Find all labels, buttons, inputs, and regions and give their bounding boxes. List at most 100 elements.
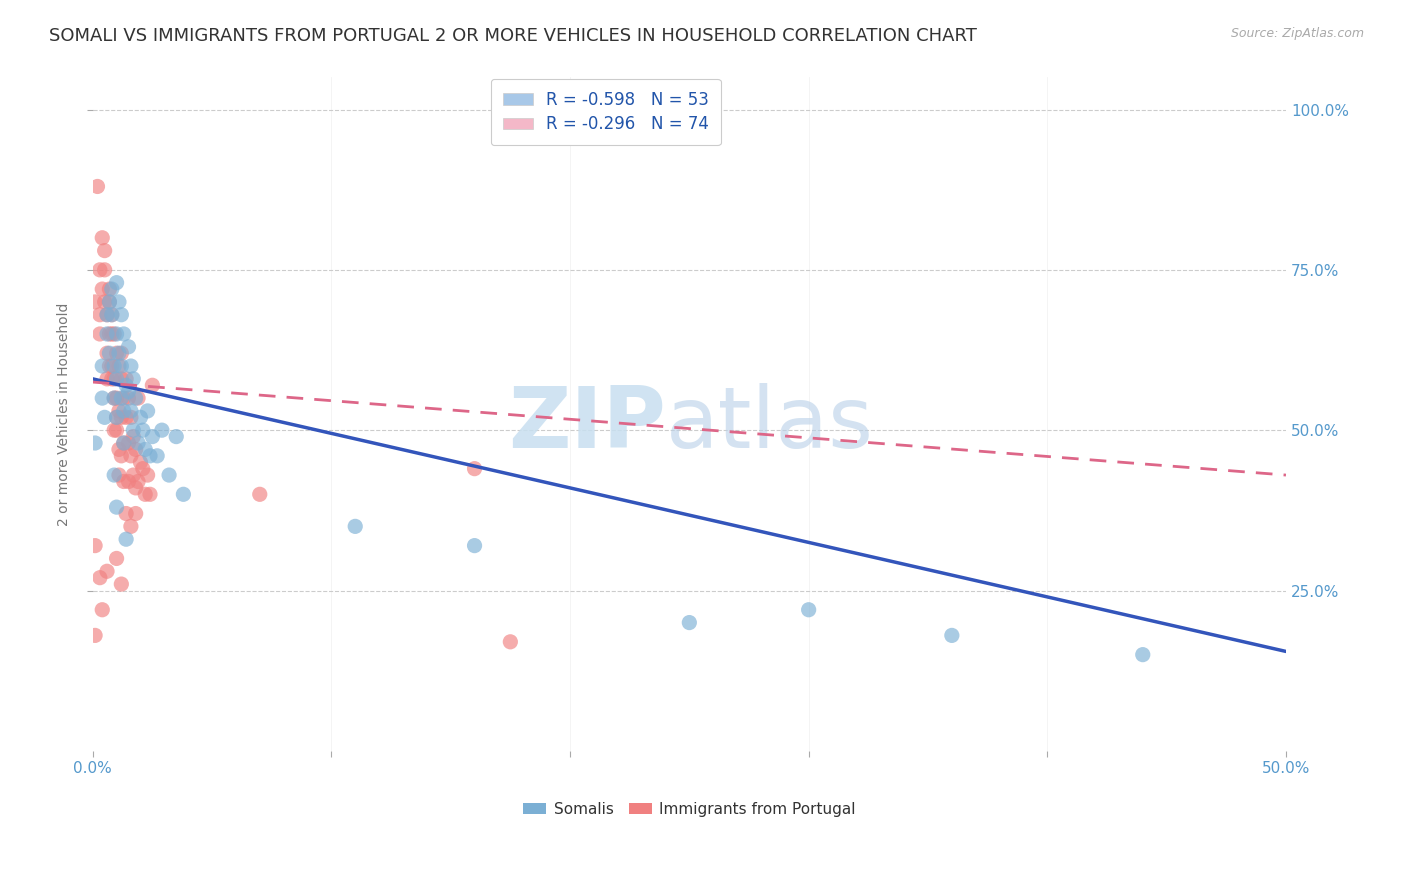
Point	[98, 294, 121, 309]
Point	[134, 442, 156, 457]
Point	[124, 442, 146, 457]
Point	[124, 481, 146, 495]
Point	[124, 391, 146, 405]
Point	[141, 429, 163, 443]
Point	[112, 436, 135, 450]
Point	[103, 423, 125, 437]
Point	[127, 475, 149, 489]
Point	[91, 231, 114, 245]
Point	[89, 308, 111, 322]
Point	[115, 507, 138, 521]
Text: atlas: atlas	[665, 383, 873, 466]
Point	[110, 577, 132, 591]
Point	[98, 359, 121, 373]
Point	[105, 423, 128, 437]
Point	[101, 372, 124, 386]
Point	[108, 468, 131, 483]
Point	[86, 179, 108, 194]
Point	[464, 539, 486, 553]
Point	[98, 282, 121, 296]
Point	[146, 449, 169, 463]
Point	[136, 404, 159, 418]
Point	[127, 436, 149, 450]
Point	[141, 378, 163, 392]
Point	[124, 507, 146, 521]
Point	[157, 468, 180, 483]
Point	[105, 500, 128, 515]
Point	[139, 449, 162, 463]
Point	[103, 372, 125, 386]
Point	[91, 391, 114, 405]
Legend: Somalis, Immigrants from Portugal: Somalis, Immigrants from Portugal	[517, 796, 862, 822]
Point	[98, 346, 121, 360]
Point	[110, 449, 132, 463]
Point	[120, 404, 142, 418]
Text: ZIP: ZIP	[508, 383, 665, 466]
Point	[464, 461, 486, 475]
Point	[91, 603, 114, 617]
Point	[84, 628, 107, 642]
Point	[120, 519, 142, 533]
Point	[132, 461, 155, 475]
Point	[105, 372, 128, 386]
Point	[105, 326, 128, 341]
Point	[96, 308, 118, 322]
Point	[122, 423, 145, 437]
Point	[93, 294, 115, 309]
Point	[115, 372, 138, 386]
Point	[103, 326, 125, 341]
Point	[89, 263, 111, 277]
Point	[91, 359, 114, 373]
Point	[132, 423, 155, 437]
Point	[108, 404, 131, 418]
Point	[115, 410, 138, 425]
Point	[120, 359, 142, 373]
Point	[678, 615, 700, 630]
Point	[110, 346, 132, 360]
Point	[108, 294, 131, 309]
Point	[172, 487, 194, 501]
Point	[499, 635, 522, 649]
Point	[105, 551, 128, 566]
Point	[105, 391, 128, 405]
Point	[120, 449, 142, 463]
Point	[117, 475, 139, 489]
Point	[105, 346, 128, 360]
Point	[101, 359, 124, 373]
Point	[117, 384, 139, 399]
Point	[93, 244, 115, 258]
Point	[101, 326, 124, 341]
Point	[93, 410, 115, 425]
Point	[122, 429, 145, 443]
Point	[93, 263, 115, 277]
Point	[98, 326, 121, 341]
Point	[134, 487, 156, 501]
Point	[941, 628, 963, 642]
Point	[103, 391, 125, 405]
Point	[249, 487, 271, 501]
Point	[136, 468, 159, 483]
Point	[110, 391, 132, 405]
Point	[344, 519, 367, 533]
Point	[110, 372, 132, 386]
Point	[84, 539, 107, 553]
Point	[127, 391, 149, 405]
Point	[105, 276, 128, 290]
Point	[101, 282, 124, 296]
Point	[115, 532, 138, 546]
Point	[122, 468, 145, 483]
Point	[115, 378, 138, 392]
Text: Source: ZipAtlas.com: Source: ZipAtlas.com	[1230, 27, 1364, 40]
Point	[129, 455, 152, 469]
Point	[120, 410, 142, 425]
Point	[117, 340, 139, 354]
Point	[117, 436, 139, 450]
Point	[112, 475, 135, 489]
Point	[96, 372, 118, 386]
Point	[117, 391, 139, 405]
Point	[797, 603, 820, 617]
Point	[110, 410, 132, 425]
Point	[89, 326, 111, 341]
Point	[103, 391, 125, 405]
Point	[96, 308, 118, 322]
